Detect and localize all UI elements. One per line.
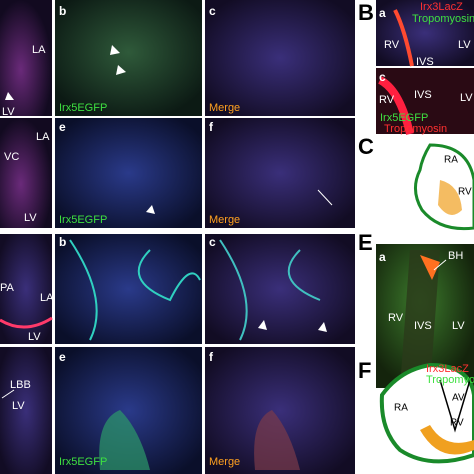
anatomy-label: LV [24, 212, 37, 224]
channel-label: Merge [209, 102, 240, 114]
anatomy-label: LBB [10, 379, 31, 391]
diagram-label: RV [458, 187, 472, 198]
stain-label: Irx5EGFP [380, 112, 428, 124]
anatomy-label: LA [32, 44, 46, 56]
anatomy-label: IVS [414, 89, 432, 101]
anatomy-label: VC [4, 151, 19, 163]
anatomy-label: LV [458, 39, 471, 51]
anatomy-label: RV [379, 94, 395, 106]
anatomy-label: PA [0, 282, 15, 294]
anatomy-label: IVS [414, 320, 432, 332]
panel-letter: c [209, 235, 216, 249]
channel-label: Irx5EGFP [59, 456, 107, 468]
section-letter: B [358, 0, 374, 25]
anatomy-label: BH [448, 250, 463, 262]
panel-letter: a [379, 6, 386, 20]
diagram-label: RA [394, 403, 408, 414]
panel-letter: a [379, 250, 386, 264]
panel-letter: b [59, 235, 66, 249]
anatomy-label: LA [36, 131, 50, 143]
panel-letter: e [59, 120, 66, 134]
diagram-c [414, 143, 474, 231]
section-letter: F [358, 358, 371, 383]
panel-letter: c [379, 70, 386, 84]
anatomy-label: LV [460, 92, 473, 104]
diagram-label: RA [444, 155, 458, 166]
anatomy-label: LV [12, 400, 25, 412]
section-letter: E [358, 230, 373, 255]
anatomy-label: RV [388, 312, 404, 324]
anatomy-label: IVS [416, 56, 434, 68]
diagram-f [379, 362, 474, 464]
diagram-label: AV [452, 393, 465, 404]
panel-letter: b [59, 4, 66, 18]
anatomy-label: RV [384, 39, 400, 51]
panel-letter: c [209, 4, 216, 18]
channel-label: Irx5EGFP [59, 102, 107, 114]
panel-letter: f [209, 120, 214, 134]
panel-letter: e [59, 350, 66, 364]
anatomy-label: LV [28, 331, 41, 343]
stain-label: Tropomyosin [412, 13, 474, 25]
section-letter: C [358, 134, 374, 159]
stain-label: Irx3LacZ [426, 363, 469, 375]
anatomy-label: LV [2, 106, 15, 118]
stain-label: Tropomyosin [384, 123, 447, 135]
channel-label: Irx5EGFP [59, 214, 107, 226]
channel-label: Merge [209, 214, 240, 226]
anatomy-label: LV [452, 320, 465, 332]
stain-label: Tropomyosin [426, 374, 474, 386]
stain-label: Irx3LacZ [420, 1, 463, 13]
arrowheads [1, 45, 447, 399]
diagram-label: RV [450, 418, 464, 429]
channel-label: Merge [209, 456, 240, 468]
anatomy-label: LA [40, 292, 54, 304]
panel-letter: f [209, 350, 214, 364]
